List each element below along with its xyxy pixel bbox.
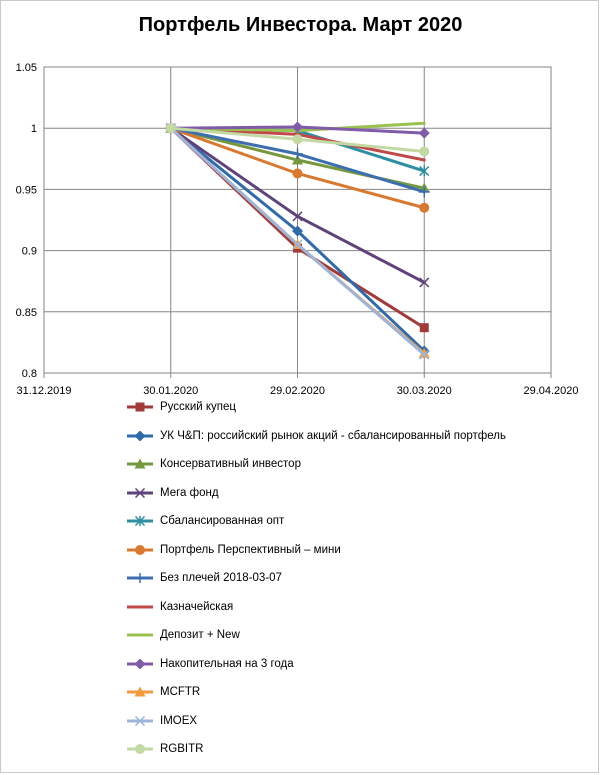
data-point xyxy=(134,487,146,498)
legend-swatch xyxy=(127,430,153,441)
y-tick-label: 0.95 xyxy=(16,184,37,196)
data-point xyxy=(419,146,430,157)
data-point xyxy=(134,715,146,726)
data-point xyxy=(418,127,430,139)
data-point xyxy=(135,402,145,412)
legend-swatch xyxy=(127,487,153,498)
legend-label: Русский купец xyxy=(160,401,236,413)
data-point xyxy=(135,544,145,555)
y-tick-label: 1.05 xyxy=(16,62,37,74)
data-point xyxy=(292,239,303,250)
data-point xyxy=(292,154,303,165)
legend-label: Казначейская xyxy=(160,600,234,613)
legend-label: MCFTR xyxy=(160,686,201,698)
data-point xyxy=(292,211,303,222)
data-point xyxy=(134,687,146,697)
y-tick-label: 1 xyxy=(31,123,37,135)
data-point xyxy=(292,148,303,160)
legend-label: Мега фонд xyxy=(160,486,219,499)
legend-swatch xyxy=(127,658,153,669)
data-point xyxy=(419,277,430,288)
x-tick-label: 29.04.2020 xyxy=(523,385,578,397)
legend-swatch xyxy=(127,744,153,754)
data-point xyxy=(134,459,146,469)
series-line-group xyxy=(165,123,430,157)
data-point xyxy=(419,323,429,333)
x-tick-label: 29.02.2020 xyxy=(270,385,325,397)
x-tick-label: 30.01.2020 xyxy=(143,385,198,397)
legend-label: RGBITR xyxy=(160,743,204,755)
data-point xyxy=(165,123,176,134)
data-point xyxy=(292,225,303,237)
data-point xyxy=(419,349,430,360)
legend-swatch xyxy=(127,573,153,583)
y-tick-label: 0.8 xyxy=(22,368,37,380)
legend-label: Портфель Перспективный – мини xyxy=(160,543,341,556)
legend-swatch xyxy=(127,516,153,526)
legend-label: IMOEX xyxy=(160,714,198,727)
data-point xyxy=(134,573,146,583)
chart-title: Портфель Инвестора. Март 2020 xyxy=(138,14,463,36)
y-tick-label: 0.85 xyxy=(16,307,37,319)
legend-swatch xyxy=(127,715,153,726)
legend-label: УК Ч&П: российский рынок акций - сбаланс… xyxy=(160,429,506,442)
legend-label: Консервативный инвестор xyxy=(160,458,301,470)
legend-label: Без плечей 2018-03-07 xyxy=(160,572,282,584)
y-tick-label: 0.9 xyxy=(22,246,37,258)
data-point xyxy=(418,186,430,198)
data-point xyxy=(419,202,430,213)
data-point xyxy=(134,430,146,441)
data-point xyxy=(292,168,303,179)
data-point xyxy=(134,658,146,669)
data-point xyxy=(292,134,303,145)
legend-swatch xyxy=(127,544,153,555)
legend-swatch xyxy=(127,687,153,697)
data-point xyxy=(135,744,145,754)
legend-swatch xyxy=(127,402,153,412)
legend-label: Депозит + New xyxy=(160,629,240,641)
x-tick-label: 31.12.2019 xyxy=(16,385,71,397)
data-point xyxy=(419,165,430,177)
data-point xyxy=(292,121,303,133)
legend-swatch xyxy=(127,459,153,469)
legend-label: Накопительная на 3 года xyxy=(160,657,294,670)
legend-swatch xyxy=(127,633,153,637)
legend-label: Сбалансированная опт xyxy=(160,515,285,527)
x-tick-label: 30.03.2020 xyxy=(397,385,452,397)
data-point xyxy=(134,516,146,526)
legend-swatch xyxy=(127,605,153,608)
